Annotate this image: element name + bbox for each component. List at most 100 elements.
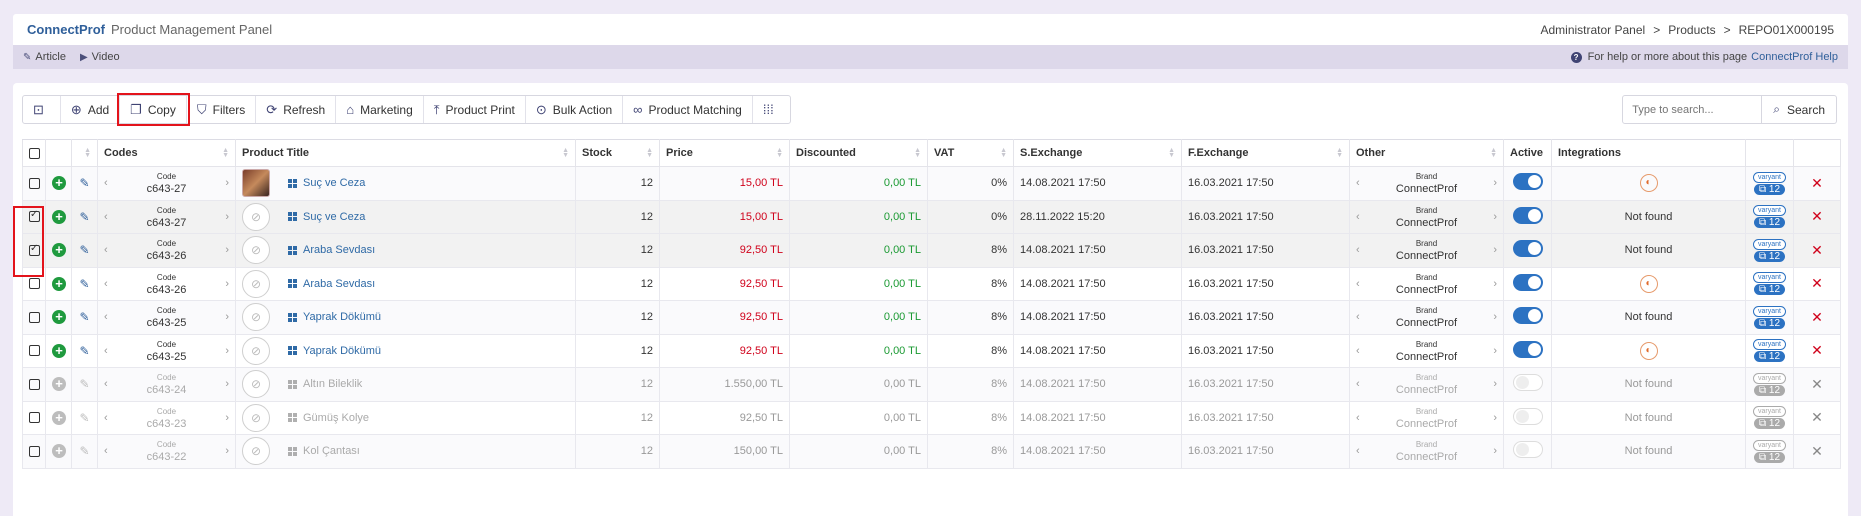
product-print-button[interactable]: ⤒ Product Print — [424, 96, 526, 123]
delete-x-icon[interactable]: ✕ — [1811, 375, 1823, 392]
chevron-right-icon[interactable]: › — [225, 210, 229, 223]
delete-x-icon[interactable]: ✕ — [1811, 342, 1823, 359]
plus-icon[interactable]: + — [52, 444, 66, 459]
chevron-left-icon[interactable]: ‹ — [1356, 177, 1360, 190]
discounted-header[interactable]: Discounted ▲ ▼ — [789, 139, 928, 167]
chevron-right-icon[interactable]: › — [225, 177, 229, 190]
active-toggle[interactable] — [1512, 240, 1543, 258]
edit-pencil-icon[interactable]: ✎ — [79, 176, 90, 191]
product-title-link[interactable]: Gümüş Kolye — [288, 412, 369, 424]
marketing-button[interactable]: ⌂ Marketing — [336, 96, 424, 123]
sort-icon[interactable]: ▲ ▼ — [1490, 147, 1497, 159]
integration-logo-icon[interactable]: ◐ — [1639, 341, 1658, 360]
chevron-right-icon[interactable]: › — [225, 411, 229, 424]
plus-icon[interactable]: + — [52, 410, 66, 425]
plus-icon[interactable]: + — [52, 276, 66, 291]
row-checkbox[interactable] — [29, 209, 40, 223]
product-title-link[interactable]: Araba Sevdası — [288, 244, 375, 256]
integration-logo-icon[interactable]: ◐ — [1639, 174, 1658, 193]
chevron-right-icon[interactable]: › — [1493, 210, 1497, 223]
edit-pencil-icon[interactable]: ✎ — [79, 310, 90, 325]
search-button[interactable]: ⌕ Search — [1762, 95, 1837, 124]
row-checkbox[interactable] — [29, 177, 40, 189]
active-toggle[interactable] — [1512, 407, 1543, 425]
product-title-link[interactable]: Kol Çantası — [288, 445, 360, 457]
help-link[interactable]: ConnectProf Help — [1751, 51, 1838, 63]
chevron-left-icon[interactable]: ‹ — [104, 411, 108, 424]
table-row[interactable]: + ✎ ‹ Code c643-25 › ⊘ Yaprak Dökümü 12 92,5… — [22, 300, 1841, 335]
chevron-left-icon[interactable]: ‹ — [1356, 210, 1360, 223]
chevron-right-icon[interactable]: › — [225, 445, 229, 458]
f-exchange-header[interactable]: F.Exchange ▲ ▼ — [1181, 139, 1350, 167]
plus-icon[interactable]: + — [52, 343, 66, 358]
chevron-right-icon[interactable]: › — [1493, 378, 1497, 391]
plus-icon[interactable]: + — [52, 377, 66, 392]
search-input[interactable] — [1622, 95, 1763, 124]
chevron-right-icon[interactable]: › — [1493, 445, 1497, 458]
edit-pencil-icon[interactable]: ✎ — [79, 343, 90, 358]
product-title-link[interactable]: Altın Bileklik — [288, 378, 362, 390]
product-title-link[interactable]: Suç ve Ceza — [288, 211, 365, 223]
chevron-left-icon[interactable]: ‹ — [104, 445, 108, 458]
active-toggle[interactable] — [1512, 206, 1543, 224]
plus-icon[interactable]: + — [52, 243, 66, 258]
delete-x-icon[interactable]: ✕ — [1811, 308, 1823, 325]
row-checkbox[interactable] — [29, 345, 40, 357]
breadcrumb-products[interactable]: Products — [1668, 22, 1716, 37]
copy-button[interactable]: ❐ Copy — [117, 93, 190, 126]
stock-header[interactable]: Stock ▲ ▼ — [575, 139, 660, 167]
product-title-link[interactable]: Araba Sevdası — [288, 278, 375, 290]
add-button[interactable]: ⊕ Add — [61, 96, 121, 123]
s-exchange-header[interactable]: S.Exchange ▲ ▼ — [1013, 139, 1182, 167]
chevron-left-icon[interactable]: ‹ — [104, 344, 108, 357]
chevron-left-icon[interactable]: ‹ — [104, 210, 108, 223]
filters-button[interactable]: ⛉ Filters — [187, 96, 257, 123]
chevron-left-icon[interactable]: ‹ — [1356, 244, 1360, 257]
active-toggle[interactable] — [1512, 374, 1543, 392]
plus-icon[interactable]: + — [52, 310, 66, 325]
video-link[interactable]: ▶ Video — [80, 51, 120, 63]
row-checkbox[interactable] — [29, 278, 40, 290]
chevron-left-icon[interactable]: ‹ — [1356, 344, 1360, 357]
delete-x-icon[interactable]: ✕ — [1811, 275, 1823, 292]
variant-count-badge[interactable]: ⧉ 12 — [1753, 418, 1786, 430]
active-toggle[interactable] — [1512, 173, 1543, 191]
delete-x-icon[interactable]: ✕ — [1811, 208, 1823, 225]
settings-button[interactable]: ⊡ — [23, 96, 61, 123]
chevron-right-icon[interactable]: › — [1493, 311, 1497, 324]
plus-icon[interactable]: + — [52, 176, 66, 191]
chevron-left-icon[interactable]: ‹ — [1356, 445, 1360, 458]
chevron-left-icon[interactable]: ‹ — [104, 244, 108, 257]
article-link[interactable]: ✎ Article — [23, 51, 66, 63]
product-matching-button[interactable]: ∞ Product Matching — [623, 96, 753, 123]
codes-header[interactable]: Codes ▲ ▼ — [97, 139, 236, 167]
sort-icon[interactable]: ▲ ▼ — [84, 147, 91, 159]
sort-icon[interactable]: ▲ ▼ — [1168, 147, 1175, 159]
row-checkbox[interactable] — [29, 412, 40, 424]
active-toggle[interactable] — [1512, 307, 1543, 325]
sort-icon[interactable]: ▲ ▼ — [776, 147, 783, 159]
variant-count-badge[interactable]: ⧉ 12 — [1753, 351, 1786, 363]
sort-icon[interactable]: ▲ ▼ — [222, 147, 229, 159]
variant-count-badge[interactable]: ⧉ 12 — [1753, 217, 1786, 229]
table-row[interactable]: + ✎ ‹ Code c643-24 › ⊘ Altın Bileklik 12 1.5… — [22, 367, 1841, 402]
variant-count-badge[interactable]: ⧉ 12 — [1753, 451, 1786, 463]
select-all-checkbox[interactable] — [29, 147, 40, 159]
chevron-right-icon[interactable]: › — [225, 344, 229, 357]
chevron-right-icon[interactable]: › — [225, 277, 229, 290]
chevron-right-icon[interactable]: › — [1493, 244, 1497, 257]
edit-pencil-icon[interactable]: ✎ — [79, 377, 90, 392]
table-row[interactable]: + ✎ ‹ Code c643-27 › Suç ve Ceza 12 15,00 T… — [22, 166, 1841, 201]
product-title-link[interactable]: Suç ve Ceza — [288, 177, 365, 189]
breadcrumb-admin[interactable]: Administrator Panel — [1540, 22, 1646, 37]
chevron-left-icon[interactable]: ‹ — [104, 177, 108, 190]
table-row[interactable]: + ✎ ‹ Code c643-25 › ⊘ Yaprak Dökümü 12 92,5… — [22, 333, 1841, 368]
chevron-right-icon[interactable]: › — [1493, 344, 1497, 357]
row-checkbox[interactable] — [29, 243, 40, 256]
variant-count-badge[interactable]: ⧉ 12 — [1753, 250, 1786, 262]
chevron-left-icon[interactable]: ‹ — [1356, 411, 1360, 424]
variant-count-badge[interactable]: ⧉ 12 — [1753, 317, 1786, 329]
